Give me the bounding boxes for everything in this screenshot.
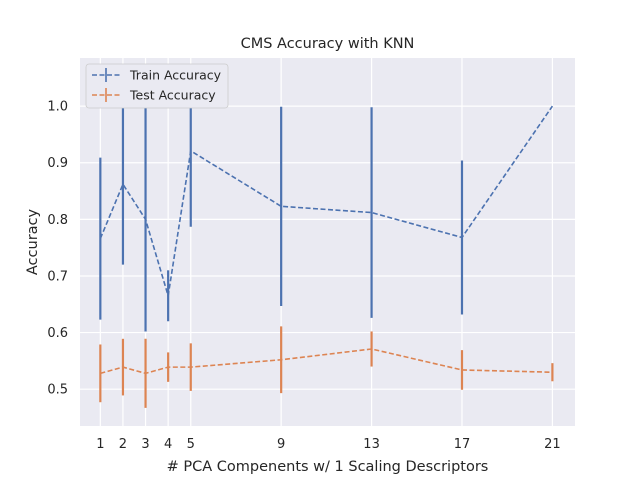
y-tick-labels: 0.5 0.6 0.7 0.8 0.9 1.0 [47, 100, 68, 398]
x-tick-label: 1 [96, 437, 104, 452]
y-tick-label: 0.7 [47, 269, 68, 284]
y-tick-label: 1.0 [47, 100, 68, 115]
x-tick-label: 21 [544, 437, 561, 452]
series-test [99, 326, 554, 408]
y-tick-label: 0.6 [47, 326, 68, 341]
legend-train-label: Train Accuracy [129, 68, 222, 83]
x-tick-label: 2 [119, 437, 127, 452]
x-tick-label: 13 [363, 437, 380, 452]
legend-item-test: Test Accuracy [92, 88, 216, 103]
x-tick-labels: 1 2 3 4 5 9 13 17 21 [96, 437, 560, 452]
y-axis-title: Accuracy [25, 208, 41, 275]
plot-background [80, 58, 575, 426]
legend: Train Accuracy Test Accuracy [85, 63, 229, 109]
legend-box [85, 63, 229, 109]
legend-test-label: Test Accuracy [129, 88, 216, 103]
chart-title: CMS Accuracy with KNN [241, 36, 415, 52]
y-tick-label: 0.9 [47, 156, 68, 171]
x-axis-title: # PCA Compenents w/ 1 Scaling Descriptor… [167, 459, 489, 475]
x-tick-label: 17 [454, 437, 471, 452]
x-tick-label: 5 [187, 437, 195, 452]
x-tick-label: 4 [164, 437, 172, 452]
x-tick-label: 9 [277, 437, 285, 452]
legend-item-train: Train Accuracy [92, 68, 222, 83]
x-tick-label: 3 [141, 437, 149, 452]
y-tick-label: 0.5 [47, 383, 68, 398]
y-tick-label: 0.8 [47, 213, 68, 228]
